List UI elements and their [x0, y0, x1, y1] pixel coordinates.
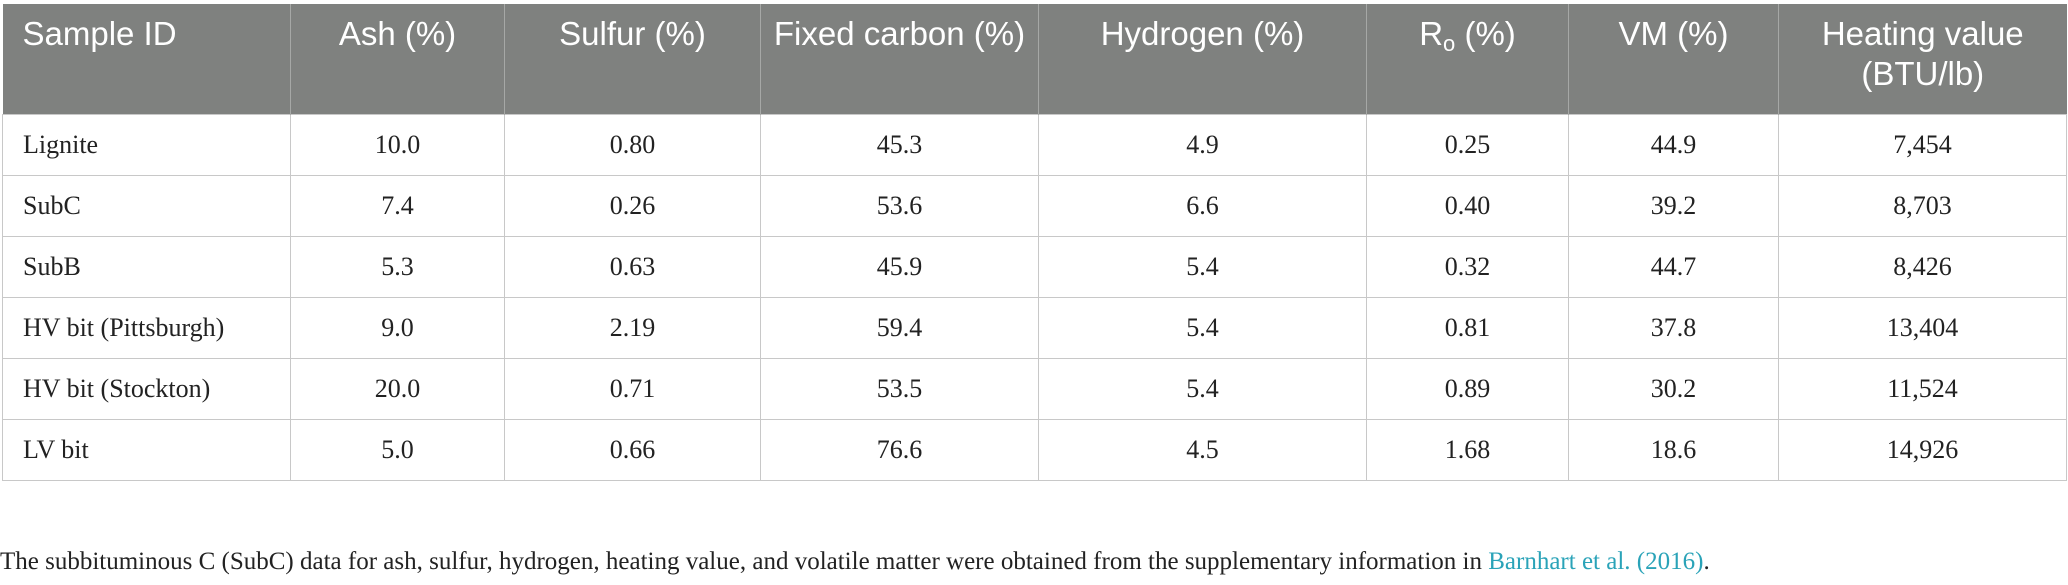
cell-ro: 0.25	[1366, 113, 1569, 176]
table-row: HV bit (Pittsburgh) 9.0 2.19 59.4 5.4 0.…	[2, 296, 2067, 359]
table-footnote: The subbituminous C (SubC) data for ash,…	[0, 548, 1710, 576]
cell-vm: 18.6	[1568, 418, 1779, 481]
cell-heating-value: 11,524	[1778, 357, 2067, 420]
cell-fixed-carbon: 45.3	[760, 113, 1039, 176]
cell-vm: 30.2	[1568, 357, 1779, 420]
cell-heating-value: 14,926	[1778, 418, 2067, 481]
header-sulfur: Sulfur (%)	[504, 4, 761, 114]
header-sample-id: Sample ID	[2, 4, 291, 114]
cell-fixed-carbon: 76.6	[760, 418, 1039, 481]
cell-sample-id: HV bit (Pittsburgh)	[2, 296, 291, 359]
footnote-text: The subbituminous C (SubC) data for ash,…	[0, 548, 1489, 575]
table-row: SubB 5.3 0.63 45.9 5.4 0.32 44.7 8,426	[2, 235, 2067, 298]
cell-heating-value: 13,404	[1778, 296, 2067, 359]
header-fixed-carbon: Fixed carbon (%)	[760, 4, 1039, 114]
cell-sulfur: 0.63	[504, 235, 761, 298]
cell-fixed-carbon: 59.4	[760, 296, 1039, 359]
cell-sulfur: 0.71	[504, 357, 761, 420]
cell-ash: 7.4	[290, 174, 505, 237]
cell-ro: 0.81	[1366, 296, 1569, 359]
table-row: HV bit (Stockton) 20.0 0.71 53.5 5.4 0.8…	[2, 357, 2067, 420]
header-ro-subscript: o	[1443, 31, 1456, 56]
cell-ash: 10.0	[290, 113, 505, 176]
cell-fixed-carbon: 45.9	[760, 235, 1039, 298]
cell-hydrogen: 5.4	[1038, 296, 1367, 359]
cell-hydrogen: 5.4	[1038, 235, 1367, 298]
header-ro-unit: (%)	[1455, 15, 1516, 52]
cell-ash: 20.0	[290, 357, 505, 420]
coal-properties-table: Sample ID Ash (%) Sulfur (%) Fixed carbo…	[2, 4, 2067, 481]
cell-sample-id: LV bit	[2, 418, 291, 481]
table-header-row: Sample ID Ash (%) Sulfur (%) Fixed carbo…	[2, 4, 2067, 114]
table-row: Lignite 10.0 0.80 45.3 4.9 0.25 44.9 7,4…	[2, 113, 2067, 176]
cell-ro: 0.40	[1366, 174, 1569, 237]
cell-vm: 44.7	[1568, 235, 1779, 298]
header-ro: Ro (%)	[1366, 4, 1569, 114]
header-ro-main: R	[1419, 15, 1444, 52]
reference-link[interactable]: Barnhart et al. (2016)	[1488, 548, 1704, 575]
cell-heating-value: 8,426	[1778, 235, 2067, 298]
cell-ro: 0.32	[1366, 235, 1569, 298]
cell-vm: 37.8	[1568, 296, 1779, 359]
header-ash: Ash (%)	[290, 4, 505, 114]
cell-sulfur: 0.26	[504, 174, 761, 237]
cell-sulfur: 2.19	[504, 296, 761, 359]
cell-sample-id: SubB	[2, 235, 291, 298]
header-heating-value: Heating value (BTU/lb)	[1778, 4, 2067, 114]
cell-fixed-carbon: 53.6	[760, 174, 1039, 237]
cell-sample-id: HV bit (Stockton)	[2, 357, 291, 420]
cell-sulfur: 0.66	[504, 418, 761, 481]
cell-sample-id: Lignite	[2, 113, 291, 176]
cell-ash: 5.0	[290, 418, 505, 481]
cell-hydrogen: 4.5	[1038, 418, 1367, 481]
cell-vm: 39.2	[1568, 174, 1779, 237]
cell-fixed-carbon: 53.5	[760, 357, 1039, 420]
cell-ro: 0.89	[1366, 357, 1569, 420]
cell-ro: 1.68	[1366, 418, 1569, 481]
cell-ash: 5.3	[290, 235, 505, 298]
cell-sulfur: 0.80	[504, 113, 761, 176]
header-vm: VM (%)	[1568, 4, 1779, 114]
header-hydrogen: Hydrogen (%)	[1038, 4, 1367, 114]
cell-heating-value: 8,703	[1778, 174, 2067, 237]
cell-sample-id: SubC	[2, 174, 291, 237]
cell-heating-value: 7,454	[1778, 113, 2067, 176]
table-row: LV bit 5.0 0.66 76.6 4.5 1.68 18.6 14,92…	[2, 418, 2067, 481]
footnote-end: .	[1703, 548, 1710, 575]
cell-vm: 44.9	[1568, 113, 1779, 176]
cell-hydrogen: 4.9	[1038, 113, 1367, 176]
cell-ash: 9.0	[290, 296, 505, 359]
table-row: SubC 7.4 0.26 53.6 6.6 0.40 39.2 8,703	[2, 174, 2067, 237]
cell-hydrogen: 6.6	[1038, 174, 1367, 237]
cell-hydrogen: 5.4	[1038, 357, 1367, 420]
